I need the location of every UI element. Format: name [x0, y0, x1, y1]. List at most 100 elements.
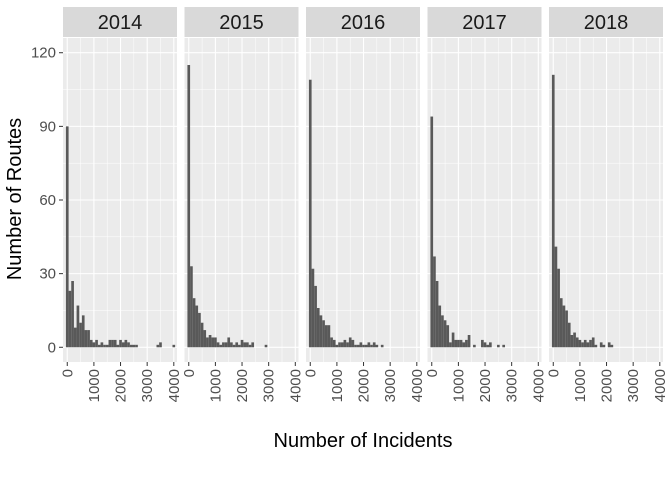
- histogram-bar: [602, 344, 606, 348]
- histogram-bar: [591, 337, 595, 348]
- histogram-bar: [92, 342, 96, 348]
- histogram-bar: [327, 325, 331, 348]
- histogram-bar: [192, 298, 196, 348]
- histogram-bar: [330, 337, 333, 348]
- facet-panel-2014: 2014 0 1000 2000 3000 4000: [59, 7, 183, 402]
- x-tick-label: 4000: [166, 369, 183, 402]
- histogram-bar: [124, 339, 128, 348]
- facet-panel-2018: 2018 0 1000 2000 3000 4000: [545, 7, 669, 402]
- facet-strip: [63, 7, 177, 37]
- facet-strip: [184, 7, 299, 37]
- histogram-bar: [76, 305, 80, 348]
- histogram-bar: [319, 315, 323, 348]
- histogram-bar: [264, 344, 268, 348]
- histogram-bar: [206, 337, 209, 348]
- histogram-bar: [435, 281, 439, 348]
- histogram-bar: [348, 337, 352, 348]
- x-tick-label: 0: [424, 369, 441, 377]
- histogram-bar: [187, 65, 191, 348]
- histogram-bar: [473, 344, 476, 348]
- histogram-bar: [198, 312, 201, 348]
- histogram-bar: [156, 344, 160, 348]
- histogram-bar: [430, 116, 434, 348]
- histogram-bar: [335, 344, 339, 348]
- x-tick-label: 3000: [504, 369, 521, 402]
- histogram-bar: [340, 342, 344, 348]
- histogram-bar: [481, 339, 484, 348]
- histogram-bar: [246, 342, 249, 348]
- histogram-bar: [332, 339, 336, 348]
- x-tick-label: 2000: [113, 369, 130, 402]
- histogram-bar: [116, 344, 120, 348]
- histogram-bar: [462, 342, 466, 348]
- histogram-bar: [216, 342, 220, 348]
- histogram-bar: [211, 337, 215, 348]
- facet-strip-label: 2014: [98, 12, 143, 34]
- histogram-bar: [81, 315, 85, 348]
- x-tick-label: 2000: [477, 369, 494, 402]
- histogram-bar: [489, 342, 492, 348]
- histogram-bar: [359, 342, 363, 348]
- x-tick-label: 2000: [599, 369, 616, 402]
- histogram-bar: [610, 344, 614, 348]
- histogram-bar: [224, 342, 228, 348]
- histogram-bar: [375, 344, 379, 348]
- histogram-bar: [324, 325, 328, 348]
- histogram-bar: [443, 320, 447, 348]
- histogram-bar: [338, 342, 341, 348]
- histogram-bar: [351, 339, 355, 348]
- histogram-bar: [467, 335, 471, 348]
- histogram-bar: [322, 320, 325, 348]
- histogram-bar: [607, 342, 611, 348]
- x-tick-label: 0: [545, 369, 562, 377]
- histogram-bar: [372, 342, 376, 348]
- histogram-bar: [230, 342, 233, 348]
- histogram-bar: [565, 310, 568, 348]
- histogram-bar: [68, 290, 72, 348]
- y-tick-label: 120: [31, 45, 56, 62]
- histogram-bar: [380, 344, 384, 348]
- facet-strip-label: 2018: [584, 12, 629, 34]
- facet-panel-2017: 2017 0 1000 2000 3000 4000: [424, 7, 547, 402]
- facet-strip-label: 2016: [341, 12, 386, 34]
- histogram-bar: [578, 339, 582, 348]
- x-tick-label: 1000: [329, 369, 346, 402]
- x-tick-label: 0: [59, 369, 76, 377]
- x-tick-label: 3000: [261, 369, 278, 402]
- histogram-bar: [570, 335, 574, 348]
- histogram-bar: [238, 344, 241, 348]
- histogram-bar: [214, 337, 217, 348]
- facet-panel-2016: 2016 0 1000 2000 3000 4000: [302, 7, 426, 402]
- histogram-bar: [108, 339, 112, 348]
- facet-strip: [306, 7, 420, 37]
- histogram-bar: [502, 344, 506, 348]
- histogram-bar: [84, 330, 88, 348]
- x-tick-label: 3000: [382, 369, 399, 402]
- x-tick-label: 1000: [86, 369, 103, 402]
- histogram-bar: [465, 339, 468, 348]
- histogram-bar: [111, 339, 114, 348]
- x-tick-label: 1000: [450, 369, 467, 402]
- histogram-bar: [362, 344, 365, 348]
- x-tick-label: 3000: [625, 369, 642, 402]
- histogram-bar: [557, 268, 560, 348]
- panels-layer: 2014 0 1000 2000 3000 4000 2015 0 1000 2000 3000 40…: [59, 7, 669, 402]
- histogram-bar: [459, 339, 463, 348]
- histogram-bar: [200, 322, 204, 348]
- y-tick-label: 0: [48, 339, 56, 356]
- histogram-bar: [222, 342, 225, 348]
- facet-strip: [549, 7, 663, 37]
- histogram-bar: [103, 344, 106, 348]
- histogram-bar: [486, 344, 490, 348]
- histogram-bar: [79, 322, 82, 348]
- histogram-bar: [135, 344, 138, 348]
- x-tick-label: 0: [302, 369, 319, 377]
- histogram-bar: [227, 337, 231, 348]
- histogram-bar: [583, 339, 587, 348]
- histogram-bar: [203, 330, 207, 348]
- histogram-bar: [554, 246, 558, 348]
- histogram-bar: [573, 332, 576, 348]
- histogram-bar: [119, 339, 122, 348]
- histogram-bar: [311, 268, 315, 348]
